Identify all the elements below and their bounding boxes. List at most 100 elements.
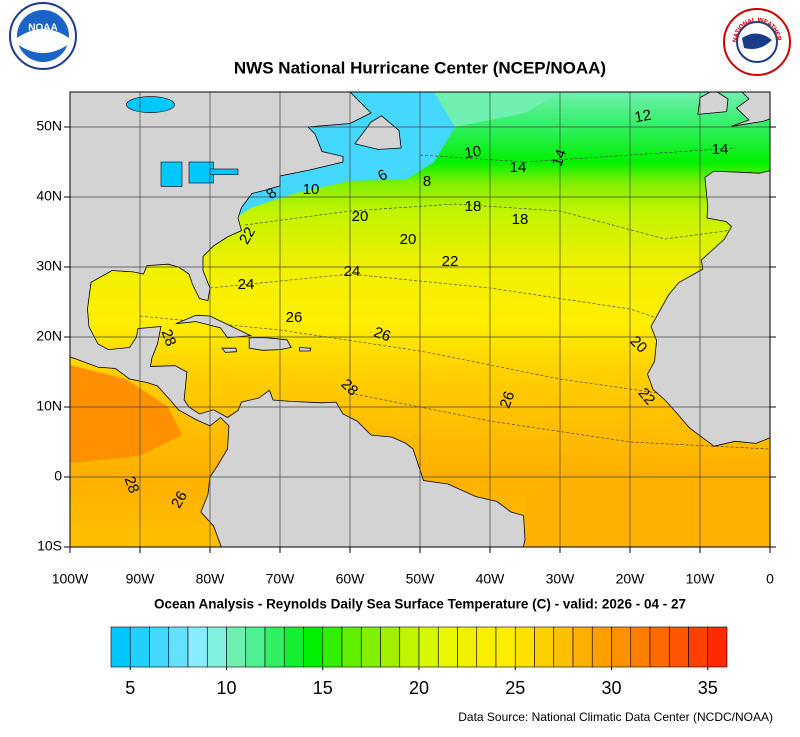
y-tick-label: 10S xyxy=(37,538,62,554)
colorbar-swatch xyxy=(707,626,728,668)
colorbar-label: 20 xyxy=(409,678,429,698)
land xyxy=(248,337,292,351)
colorbar-swatch xyxy=(149,626,170,668)
land xyxy=(647,170,770,447)
contour-label: 8 xyxy=(423,173,431,190)
colorbar-swatch xyxy=(611,626,632,668)
y-tick-label: 40N xyxy=(36,188,62,204)
colorbar-swatch xyxy=(630,626,651,668)
contour-label: 26 xyxy=(286,309,303,326)
contour-label: 28 xyxy=(121,474,143,495)
land xyxy=(299,347,312,352)
contour-label: 20 xyxy=(352,208,369,225)
colorbar-swatch xyxy=(553,626,574,668)
contour-label: 22 xyxy=(442,253,459,270)
colorbar-swatch xyxy=(572,626,593,668)
contour-label: 22 xyxy=(236,224,259,247)
colorbar-swatch xyxy=(206,626,227,668)
colorbar-label: 10 xyxy=(216,678,236,698)
x-tick-label: 50W xyxy=(406,571,436,587)
colorbar-swatch xyxy=(534,626,555,668)
colorbar-swatch xyxy=(303,626,324,668)
land xyxy=(731,92,770,127)
colorbar-swatch xyxy=(168,626,189,668)
contour-label: 26 xyxy=(168,488,191,511)
contour-label: 10 xyxy=(303,181,320,198)
contour-line xyxy=(419,147,736,163)
contour-label: 24 xyxy=(344,263,361,280)
land xyxy=(175,314,253,339)
colorbar-swatch xyxy=(688,626,709,668)
noaa-text: NOAA xyxy=(28,23,57,34)
colorbar-swatch xyxy=(245,626,266,668)
x-tick-label: 60W xyxy=(336,571,366,587)
nws-text-path: NATIONAL WEATHER SERVICE xyxy=(0,0,782,43)
x-tick-label: 80W xyxy=(196,571,226,587)
y-tick-label: 30N xyxy=(36,258,62,274)
colorbar-swatch xyxy=(283,626,304,668)
axes: 100W 90W 80W 70W 60W 50W 40W 30W 20W 10W 0 10S 0 10N 2… xyxy=(36,118,776,587)
colorbar: 5 10 15 20 25 30 35 xyxy=(110,626,728,698)
caption: Ocean Analysis - Reynolds Daily Sea Surf… xyxy=(154,597,686,612)
land xyxy=(354,115,402,150)
contour-label: 26 xyxy=(371,324,392,346)
colorbar-swatch xyxy=(380,626,401,668)
source: Data Source: National Climatic Data Cent… xyxy=(458,710,773,724)
y-tick-label: 20N xyxy=(36,328,62,344)
colorbar-swatch xyxy=(457,626,478,668)
x-tick-label: 90W xyxy=(126,571,156,587)
colorbar-swatch xyxy=(110,626,131,668)
cool-water xyxy=(434,92,560,127)
y-tick-label: 0 xyxy=(54,468,62,484)
colorbar-label: 15 xyxy=(313,678,333,698)
map-frame xyxy=(69,91,771,548)
contour-label: 28 xyxy=(158,327,180,348)
x-tick-label: 100W xyxy=(52,571,89,587)
x-tick-label: 70W xyxy=(266,571,296,587)
contour-line xyxy=(244,203,770,240)
contour-label: 26 xyxy=(497,389,519,410)
lake xyxy=(209,168,239,175)
colorbar-swatch xyxy=(129,626,150,668)
contour-label: 10 xyxy=(463,143,482,162)
colorbar-swatch xyxy=(649,626,670,668)
lake xyxy=(160,161,183,187)
warm-water xyxy=(70,365,182,463)
colorbar-swatch xyxy=(476,626,497,668)
colorbar-swatch xyxy=(668,626,689,668)
x-tick-label: 30W xyxy=(546,571,576,587)
colorbar-label: 25 xyxy=(505,678,525,698)
land xyxy=(221,347,238,353)
x-tick-label: 40W xyxy=(476,571,506,587)
x-tick-label: 20W xyxy=(616,571,646,587)
contour-label: 18 xyxy=(512,211,529,228)
colorbar-swatch xyxy=(341,626,362,668)
contour-label: 24 xyxy=(238,276,255,293)
colorbar-swatch xyxy=(591,626,612,668)
colorbar-swatch xyxy=(264,626,285,668)
colorbar-swatch xyxy=(514,626,535,668)
colorbar-swatch xyxy=(437,626,458,668)
noaa-logo: NOAA xyxy=(9,2,77,70)
lake xyxy=(126,96,175,113)
colorbar-swatch xyxy=(360,626,381,668)
colorbar-label: 30 xyxy=(601,678,621,698)
x-tick-label: 10W xyxy=(686,571,716,587)
nws-text: NATIONAL WEATHER SERVICE xyxy=(0,0,782,43)
colorbar-swatch xyxy=(399,626,420,668)
contour-label: 18 xyxy=(465,198,482,215)
colorbar-label: 35 xyxy=(698,678,718,698)
contour-label: 12 xyxy=(633,107,652,127)
land xyxy=(70,92,526,547)
colorbar-swatch xyxy=(495,626,516,668)
colorbar-swatch xyxy=(322,626,343,668)
colorbar-swatch xyxy=(226,626,247,668)
colorbar-swatch xyxy=(418,626,439,668)
x-tick-label: 0 xyxy=(766,571,774,587)
contour-label: 14 xyxy=(510,159,527,176)
contour-label: 20 xyxy=(400,231,417,248)
title: NWS National Hurricane Center (NCEP/NOAA… xyxy=(234,58,606,77)
colorbar-swatch xyxy=(187,626,208,668)
